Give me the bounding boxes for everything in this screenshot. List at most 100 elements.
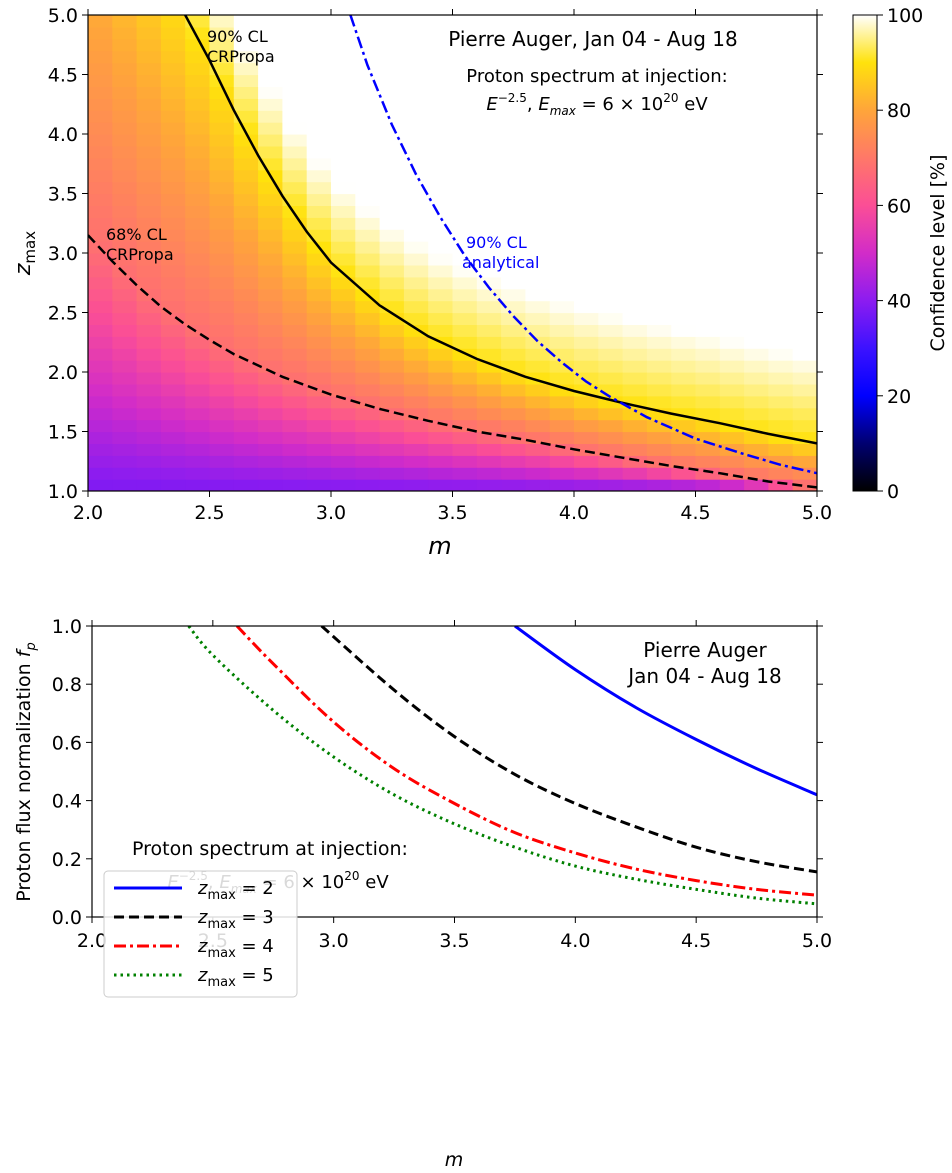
heatmap-cell xyxy=(549,181,575,195)
heatmap-cell xyxy=(622,443,648,456)
heatmap-cell xyxy=(598,241,624,254)
heatmap-cell xyxy=(476,98,502,111)
heatmap-cell xyxy=(160,50,186,64)
heatmap-panel: 2.0 2.5 3.0 3.5 4.0 4.5 5.0 1.0 1.5 2.0 2.5 3.0 3.5 4… xyxy=(11,5,949,560)
heatmap-cell xyxy=(768,443,794,456)
y-tick-label: 1.0 xyxy=(52,616,82,638)
heatmap-cell xyxy=(160,300,186,314)
heatmap-cell xyxy=(233,193,259,206)
heatmap-cell xyxy=(209,467,235,480)
heatmap-cell xyxy=(331,217,356,230)
heatmap-cell xyxy=(768,360,794,373)
heatmap-cell xyxy=(112,253,138,266)
heatmap-cell xyxy=(476,407,502,421)
heatmap-cell xyxy=(403,169,429,183)
heatmap-cell xyxy=(428,122,454,135)
heatmap-cell xyxy=(549,312,575,325)
heatmap-cell xyxy=(112,229,138,242)
heatmap-cell xyxy=(136,181,162,195)
heatmap-cell xyxy=(719,145,745,159)
heatmap-cell xyxy=(160,467,186,480)
heatmap-cell xyxy=(574,431,599,444)
heatmap-cell xyxy=(306,348,332,361)
legend-box xyxy=(103,870,298,998)
heatmap-cell xyxy=(233,431,259,444)
heatmap-cell xyxy=(574,26,599,40)
heatmap-cell xyxy=(185,86,211,99)
heatmap-cell xyxy=(622,110,648,123)
heatmap-cell xyxy=(719,134,745,147)
heatmap-cell xyxy=(792,169,817,183)
heatmap-cell xyxy=(282,253,308,266)
heatmap-cell xyxy=(209,336,235,349)
heatmap-cell xyxy=(476,276,502,290)
heatmap-cell xyxy=(160,98,186,111)
heatmap-cell xyxy=(574,276,599,290)
heatmap-cell xyxy=(598,300,624,314)
heatmap-cell xyxy=(646,134,672,147)
heatmap-cell xyxy=(719,407,745,421)
heatmap-cell xyxy=(160,253,186,266)
y-tick-label: 0.0 xyxy=(52,907,82,929)
heatmap-cell xyxy=(185,98,211,111)
heatmap-cell xyxy=(136,50,162,64)
heatmap-cell xyxy=(355,348,381,361)
heatmap-cell xyxy=(549,419,575,433)
heatmap-cell xyxy=(476,395,502,409)
heatmap-cell xyxy=(525,62,551,76)
heatmap-cell xyxy=(88,312,113,325)
heatmap-cell xyxy=(501,276,526,290)
heatmap-cell xyxy=(452,169,478,183)
heatmap-cell xyxy=(233,98,259,111)
heatmap-cell xyxy=(646,217,672,230)
heatmap-cell xyxy=(768,300,794,314)
heatmap-cell xyxy=(671,336,697,349)
heatmap-cell xyxy=(476,122,502,135)
heatmap-cell xyxy=(331,74,356,87)
heatmap-cell xyxy=(525,419,551,433)
heatmap-cell xyxy=(549,26,575,40)
heatmap-cell xyxy=(452,229,478,242)
heatmap-cell xyxy=(622,181,648,195)
heatmap-cell xyxy=(768,15,794,28)
heatmap-cell xyxy=(501,372,526,385)
heatmap-cell xyxy=(719,50,745,64)
heatmap-cell xyxy=(306,276,332,290)
heatmap-cell xyxy=(306,324,332,337)
heatmap-cell xyxy=(379,38,405,52)
heatmap-cell xyxy=(209,74,235,87)
y-tick-label: 2.0 xyxy=(48,362,78,384)
heatmap-cell xyxy=(476,217,502,230)
heatmap-cell xyxy=(355,383,381,397)
heatmap-cell xyxy=(88,383,113,397)
heatmap-cell xyxy=(160,383,186,397)
heatmap-cell xyxy=(306,479,332,491)
heatmap-cell xyxy=(671,360,697,373)
heatmap-cell xyxy=(160,443,186,456)
heatmap-cell xyxy=(112,324,138,337)
x-tick-label: 4.0 xyxy=(560,930,590,952)
heatmap-cell xyxy=(306,98,332,111)
heatmap-cell xyxy=(695,15,721,28)
heatmap-cell xyxy=(233,217,259,230)
heatmap-cell xyxy=(306,455,332,468)
heatmap-cell xyxy=(792,455,817,468)
heatmap-cell xyxy=(598,467,624,480)
heatmap-cell xyxy=(331,62,356,76)
heatmap-cell xyxy=(792,15,817,28)
heatmap-cell xyxy=(185,110,211,123)
heatmap-cell xyxy=(695,122,721,135)
heatmap-cell xyxy=(355,15,381,28)
heatmap-cell xyxy=(160,74,186,87)
heatmap-cell xyxy=(209,229,235,242)
heatmap-cell xyxy=(331,324,356,337)
heatmap-cell xyxy=(355,26,381,40)
line-injection-line1: Proton spectrum at injection: xyxy=(132,838,408,860)
heatmap-cell xyxy=(428,193,454,206)
heatmap-cell xyxy=(622,217,648,230)
heatmap-cell xyxy=(792,193,817,206)
heatmap-cell xyxy=(258,336,283,349)
heatmap-cell xyxy=(331,288,356,302)
heatmap-cell xyxy=(258,407,283,421)
heatmap-cell xyxy=(258,110,283,123)
